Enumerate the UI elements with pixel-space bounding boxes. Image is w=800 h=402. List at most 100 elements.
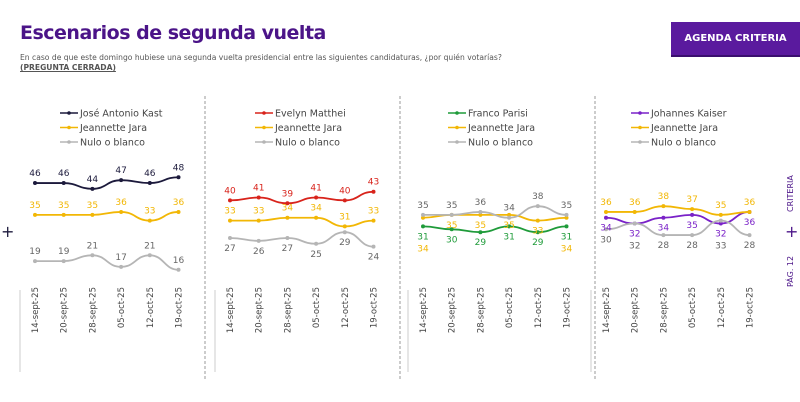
data-point (449, 227, 454, 232)
data-label: 27 (224, 244, 235, 254)
legend-label: Jeannette Jara (79, 123, 147, 134)
data-label: 48 (173, 163, 185, 173)
data-label: 36 (600, 198, 612, 208)
x-tick-label: 20-sept-25 (448, 287, 458, 333)
legend-marker (262, 140, 266, 144)
data-point (478, 230, 483, 235)
data-label: 24 (368, 253, 380, 263)
data-point (478, 212, 483, 217)
data-label: 35 (503, 221, 514, 231)
brand-label: CRITERIA (786, 175, 795, 212)
data-point (61, 259, 66, 264)
data-label: 36 (475, 198, 487, 208)
series-line (35, 176, 179, 190)
data-point (228, 218, 232, 223)
x-tick-label: 12-oct-25 (717, 287, 727, 328)
legend-marker (455, 125, 459, 130)
data-label: 19 (58, 247, 70, 257)
x-tick-label: 20-sept-25 (631, 287, 641, 333)
legend-label: Evelyn Matthei (275, 109, 346, 120)
data-point (342, 224, 347, 229)
data-label: 36 (173, 198, 185, 208)
data-point (564, 212, 569, 217)
data-label: 33 (253, 207, 264, 217)
data-point (228, 198, 232, 203)
question-note: (PREGUNTA CERRADA) (20, 63, 116, 72)
data-point (119, 178, 124, 183)
data-label: 35 (58, 201, 69, 211)
legend-marker (638, 111, 642, 115)
data-label: 33 (144, 207, 155, 217)
data-label: 34 (310, 204, 322, 214)
data-point (507, 224, 512, 229)
data-point (690, 207, 695, 212)
data-point (661, 215, 666, 220)
legend-marker (455, 111, 459, 115)
x-tick-label: 05-oct-25 (117, 287, 127, 328)
legend-label: Jeannette Jara (274, 123, 342, 134)
data-label: 36 (115, 198, 127, 208)
plus-icon-right: + (785, 222, 799, 241)
x-tick-label: 28-sept-25 (283, 287, 293, 333)
data-label: 25 (310, 250, 321, 260)
legend-marker (638, 140, 642, 144)
data-label: 33 (368, 207, 379, 217)
data-point (61, 212, 66, 217)
data-point (507, 215, 512, 220)
data-label: 31 (339, 212, 350, 222)
data-label: 43 (368, 178, 379, 188)
data-point (90, 186, 95, 191)
data-label: 34 (503, 204, 515, 214)
series-line (230, 216, 374, 228)
data-point (371, 189, 376, 194)
data-label: 47 (115, 166, 126, 176)
data-label: 35 (29, 201, 40, 211)
data-label: 30 (446, 235, 458, 245)
x-tick-label: 19-oct-25 (175, 287, 185, 328)
data-label: 32 (629, 230, 640, 240)
data-label: 17 (115, 253, 126, 263)
legend-label: Nulo o blanco (80, 138, 145, 149)
data-label: 30 (600, 235, 612, 245)
series-line (423, 205, 567, 219)
data-point (342, 230, 347, 235)
data-label: 32 (715, 230, 726, 240)
data-point (564, 215, 569, 220)
x-tick-label: 05-oct-25 (505, 287, 515, 328)
data-point (256, 238, 261, 243)
x-tick-label: 12-oct-25 (341, 287, 351, 328)
data-point (314, 195, 319, 200)
data-label: 28 (744, 241, 756, 251)
data-point (478, 209, 483, 214)
data-label: 38 (532, 192, 544, 202)
data-label: 35 (715, 201, 726, 211)
data-point (314, 215, 319, 220)
series-line (229, 190, 374, 205)
data-point (535, 230, 540, 235)
plus-icon-left: + (1, 222, 15, 241)
data-point (718, 212, 723, 217)
data-point (661, 233, 666, 238)
data-point (285, 235, 290, 240)
data-point (421, 224, 425, 229)
data-label: 29 (532, 238, 544, 248)
question-text: En caso de que este domingo hubiese una … (20, 53, 502, 73)
x-tick-label: 19-oct-25 (746, 287, 756, 328)
data-point (718, 221, 723, 226)
x-tick-label: 19-oct-25 (563, 287, 573, 328)
agenda-criteria-button[interactable]: AGENDA CRITERIA (671, 22, 800, 57)
data-point (90, 212, 95, 217)
data-point (661, 204, 666, 209)
data-label: 33 (532, 227, 543, 237)
data-point (342, 198, 347, 203)
data-point (632, 209, 637, 214)
legend-label: Franco Parisi (468, 109, 528, 120)
legend-label: Nulo o blanco (468, 138, 533, 149)
legend-marker (262, 125, 266, 130)
x-tick-label: 05-oct-25 (312, 287, 322, 328)
legend-marker (455, 140, 459, 144)
data-label: 35 (475, 221, 486, 231)
legend-label: Nulo o blanco (275, 138, 340, 149)
